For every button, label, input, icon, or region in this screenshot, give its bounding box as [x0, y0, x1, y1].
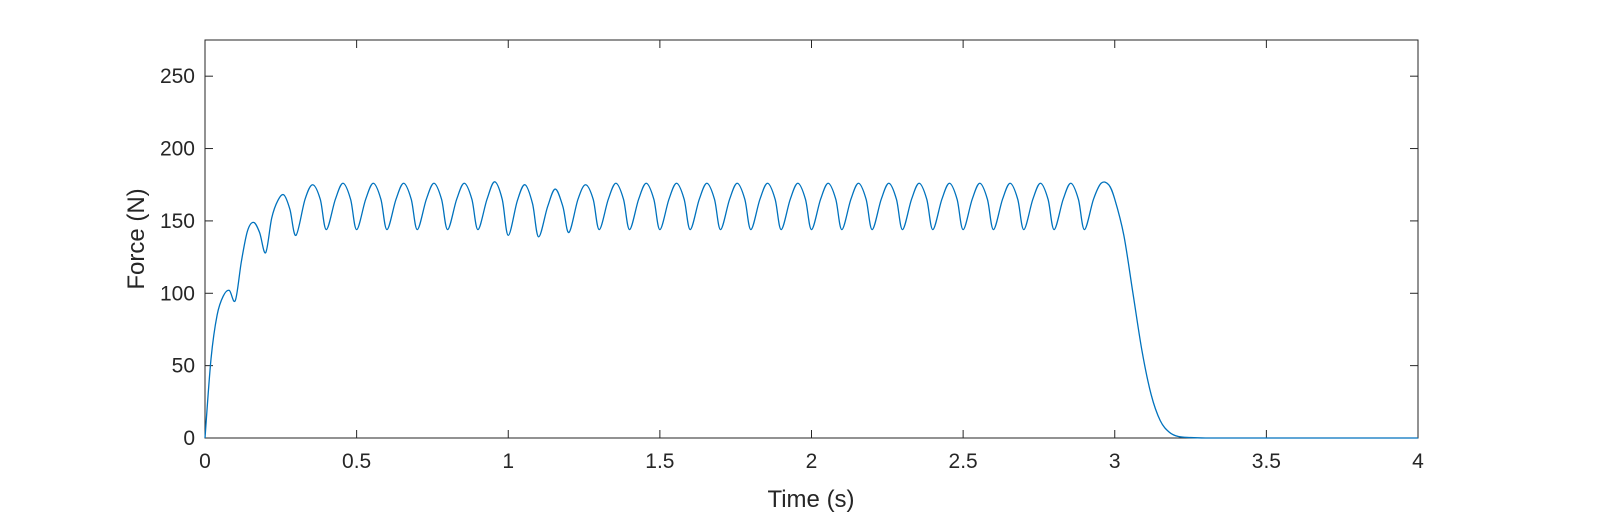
x-tick-label: 4 — [1412, 450, 1424, 473]
x-tick-label: 0 — [199, 450, 211, 473]
x-tick-label: 2.5 — [949, 450, 978, 473]
x-tick-label: 0.5 — [342, 450, 371, 473]
y-tick-label: 200 — [160, 138, 195, 161]
y-tick-label: 0 — [183, 427, 195, 450]
y-tick-label: 100 — [160, 282, 195, 305]
x-tick-label: 3.5 — [1252, 450, 1281, 473]
x-tick-label: 1 — [502, 450, 514, 473]
x-axis-ticks: 0 0.5 1 1.5 2 2.5 3 3.5 4 — [199, 40, 1424, 473]
y-tick-label: 250 — [160, 65, 195, 88]
y-tick-label: 150 — [160, 210, 195, 233]
force-series-line — [204, 181, 1418, 439]
x-tick-label: 1.5 — [645, 450, 674, 473]
x-tick-label: 2 — [806, 450, 818, 473]
y-tick-label: 50 — [172, 355, 195, 378]
x-axis-label: Time (s) — [767, 486, 854, 513]
plot-area — [204, 39, 1419, 439]
y-axis-label: Force (N) — [123, 188, 150, 289]
x-tick-label: 3 — [1109, 450, 1121, 473]
y-axis-ticks: 0 50 100 150 200 250 — [160, 65, 1418, 450]
